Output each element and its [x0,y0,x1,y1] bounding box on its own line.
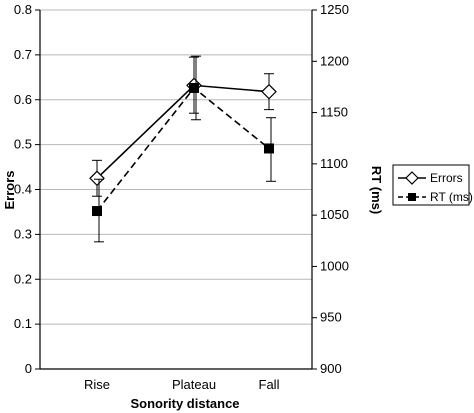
y-left-tick-label: 0 [25,361,32,376]
data-point-rt [92,206,102,217]
legend-errors-marker [405,171,419,185]
legend-box [392,164,470,206]
y-right-tick-label: 1050 [320,207,349,222]
y-right-tick-label: 950 [320,310,342,325]
y-right-tick-label: 1150 [320,105,348,120]
data-point-errors [89,170,105,187]
y-left-tick-label: 0.1 [14,316,32,331]
y-right-tick-label: 1000 [320,258,349,273]
y-left-tick-label: 0.6 [14,92,32,107]
y-right-tick-label: 1100 [320,156,348,171]
series-layer [89,55,277,243]
x-axis-title: Sonority distance [130,396,239,411]
y-left-tick-label: 0.8 [14,2,32,17]
data-point-errors [261,83,277,100]
y-left-tick-label: 0.4 [14,182,32,197]
x-tick-label: Rise [84,377,110,392]
legend-errors-label: Errors [430,171,463,185]
data-point-rt [189,82,199,93]
y-axis-right-title: RT (ms) [369,166,384,214]
y-left-tick-label: 0.7 [14,47,32,62]
x-tick-label: Fall [259,377,280,392]
gridlines [40,9,312,325]
data-point-rt [264,143,274,154]
y-right-tick-label: 1200 [320,53,349,68]
legend-rt-marker [408,193,416,201]
y-left-tick-label: 0.5 [14,137,32,152]
series-line-rt [96,86,270,212]
y-left-tick-label: 0.3 [14,226,32,241]
legend: Errors RT (ms) [392,164,473,206]
legend-rt-label: RT (ms) [430,190,473,204]
y-axis-left-title: Errors [2,170,17,209]
axes: 0 0.1 0.2 0.3 0.4 0.5 0.6 0.7 0.8 900 950 1000 1050 1… [14,2,349,392]
x-tick-label: Plateau [172,377,216,392]
y-right-tick-label: 1250 [320,2,349,17]
y-left-tick-label: 0.2 [14,271,32,286]
y-right-tick-label: 900 [320,361,342,376]
